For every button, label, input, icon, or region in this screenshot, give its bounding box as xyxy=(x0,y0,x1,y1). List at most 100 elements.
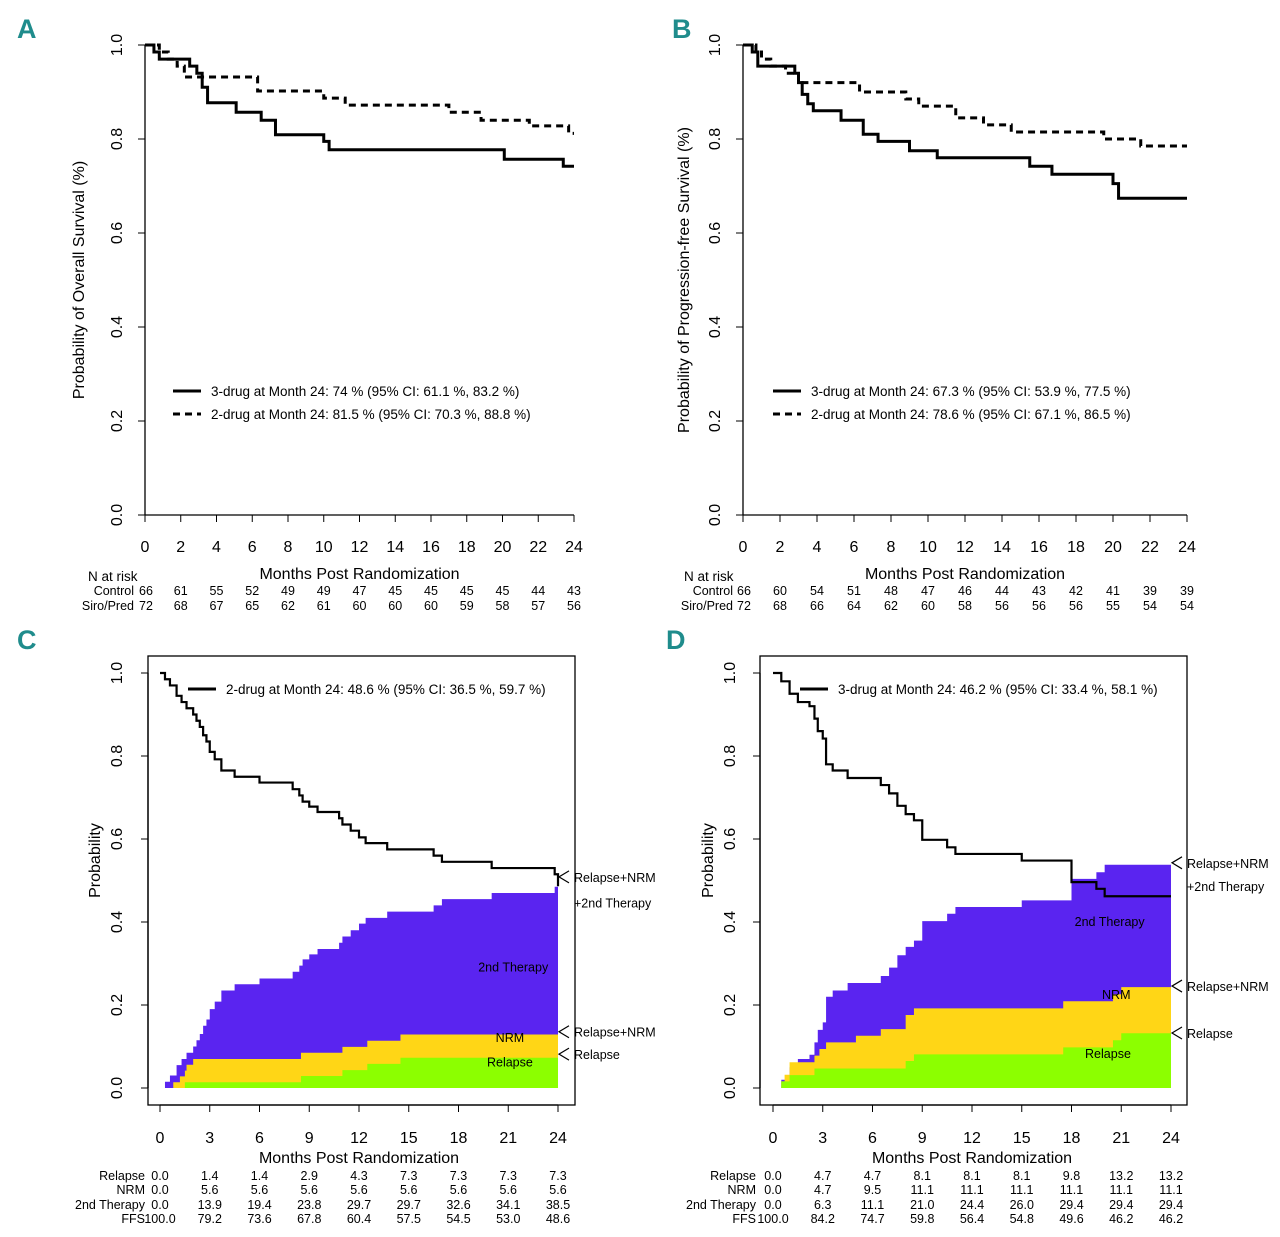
risk-value: 59 xyxy=(460,599,474,613)
x-tick-label: 18 xyxy=(1067,539,1085,556)
y-tick-label: 0.2 xyxy=(109,410,126,432)
risk-value: 9.8 xyxy=(1063,1169,1080,1183)
y-tick-label: 0.2 xyxy=(109,994,126,1016)
x-tick-label: 8 xyxy=(887,539,896,556)
x-tick-label: 18 xyxy=(458,539,476,556)
survival-curve-3-drug xyxy=(743,43,1187,200)
x-tick-label: 18 xyxy=(1063,1130,1081,1147)
area-label: NRM xyxy=(1102,988,1130,1002)
risk-value: 21.0 xyxy=(910,1198,934,1212)
risk-value: 41 xyxy=(1106,584,1120,598)
area-relapse xyxy=(160,1057,558,1088)
risk-value: 100.0 xyxy=(144,1212,175,1226)
risk-value: 43 xyxy=(1032,584,1046,598)
risk-row-label: Control xyxy=(94,584,134,598)
risk-value: 42 xyxy=(1069,584,1083,598)
risk-value: 58 xyxy=(958,599,972,613)
risk-value: 45 xyxy=(496,584,510,598)
risk-value: 4.7 xyxy=(814,1183,831,1197)
risk-value: 24.4 xyxy=(960,1198,984,1212)
y-tick-label: 1.0 xyxy=(109,662,126,684)
x-tick-label: 24 xyxy=(1162,1130,1180,1147)
risk-value: 0.0 xyxy=(151,1183,168,1197)
area-label: Relapse xyxy=(1085,1047,1131,1061)
risk-value: 48 xyxy=(884,584,898,598)
x-axis-label: Months Post Randomization xyxy=(865,566,1065,583)
panel-b: B0 2 4 6 8 10 12 14 16 18 20 22 240.00.20.40.60.81.0… xyxy=(672,14,1196,613)
risk-value: 29.4 xyxy=(1059,1198,1083,1212)
risk-value: 7.3 xyxy=(450,1169,467,1183)
x-tick-label: 6 xyxy=(255,1130,264,1147)
risk-value: 0.0 xyxy=(151,1169,168,1183)
x-tick-label: 22 xyxy=(529,539,547,556)
risk-value: 46.2 xyxy=(1159,1212,1183,1226)
risk-value: 52 xyxy=(245,584,259,598)
legend-label: 3-drug at Month 24: 46.2 % (95% CI: 33.4… xyxy=(838,682,1158,697)
risk-value: 39 xyxy=(1180,584,1194,598)
survival-curve-3-drug xyxy=(145,43,574,168)
risk-value: 67 xyxy=(210,599,224,613)
annotation-label: Relapse+NRM xyxy=(574,871,656,885)
y-axis-label: Probability xyxy=(700,823,717,898)
risk-table-title: N at risk xyxy=(88,569,138,584)
risk-value: 6.3 xyxy=(814,1198,831,1212)
risk-value: 8.1 xyxy=(963,1169,980,1183)
x-tick-label: 21 xyxy=(499,1130,517,1147)
risk-value: 38.5 xyxy=(546,1198,570,1212)
risk-value: 0.0 xyxy=(764,1183,781,1197)
risk-value: 54 xyxy=(810,584,824,598)
y-axis-label: Probability of Overall Survival (%) xyxy=(71,161,88,399)
area-label: 2nd Therapy xyxy=(478,961,549,975)
x-tick-label: 24 xyxy=(549,1130,567,1147)
risk-value: 49 xyxy=(317,584,331,598)
x-tick-label: 6 xyxy=(248,539,257,556)
risk-value: 72 xyxy=(737,599,751,613)
risk-row-label: NRM xyxy=(728,1183,756,1197)
x-tick-label: 4 xyxy=(813,539,822,556)
risk-value: 45 xyxy=(388,584,402,598)
risk-value: 47 xyxy=(353,584,367,598)
legend-label: 2-drug at Month 24: 78.6 % (95% CI: 67.1… xyxy=(811,407,1131,422)
risk-value: 54 xyxy=(1180,599,1194,613)
x-tick-label: 12 xyxy=(350,1130,368,1147)
ffs-curve xyxy=(160,671,560,887)
risk-value: 5.6 xyxy=(301,1183,318,1197)
x-tick-label: 6 xyxy=(850,539,859,556)
y-axis-label: Probability xyxy=(87,823,104,898)
arrow-icon xyxy=(1170,856,1183,870)
risk-value: 68 xyxy=(773,599,787,613)
panel-letter: B xyxy=(672,14,692,44)
risk-value: 60 xyxy=(921,599,935,613)
x-tick-label: 16 xyxy=(1030,539,1048,556)
risk-value: 45 xyxy=(460,584,474,598)
x-tick-label: 8 xyxy=(284,539,293,556)
y-tick-label: 0.4 xyxy=(109,911,126,933)
risk-value: 34.1 xyxy=(496,1198,520,1212)
x-tick-label: 6 xyxy=(868,1130,877,1147)
x-axis-label: Months Post Randomization xyxy=(872,1150,1072,1167)
x-tick-label: 12 xyxy=(351,539,369,556)
risk-value: 5.6 xyxy=(201,1183,218,1197)
arrow-icon xyxy=(557,1025,570,1039)
x-tick-label: 10 xyxy=(315,539,333,556)
risk-value: 7.3 xyxy=(400,1169,417,1183)
risk-value: 5.6 xyxy=(350,1183,367,1197)
x-tick-label: 15 xyxy=(400,1130,418,1147)
y-axis-label: Probability of Progression-free Survival… xyxy=(676,127,693,433)
risk-value: 44 xyxy=(531,584,545,598)
x-tick-label: 24 xyxy=(565,539,583,556)
risk-value: 60.4 xyxy=(347,1212,371,1226)
risk-value: 51 xyxy=(847,584,861,598)
risk-value: 11.1 xyxy=(911,1183,934,1197)
x-tick-label: 16 xyxy=(422,539,440,556)
y-tick-label: 0.4 xyxy=(722,911,739,933)
risk-value: 55 xyxy=(210,584,224,598)
x-tick-label: 0 xyxy=(141,539,150,556)
risk-row-label: Relapse xyxy=(710,1169,756,1183)
risk-value: 8.1 xyxy=(914,1169,931,1183)
area-label: 2nd Therapy xyxy=(1075,915,1146,929)
risk-value: 29.7 xyxy=(347,1198,371,1212)
risk-row-label: Siro/Pred xyxy=(82,599,134,613)
y-tick-label: 1.0 xyxy=(722,662,739,684)
risk-row-label: FFS xyxy=(121,1212,145,1226)
